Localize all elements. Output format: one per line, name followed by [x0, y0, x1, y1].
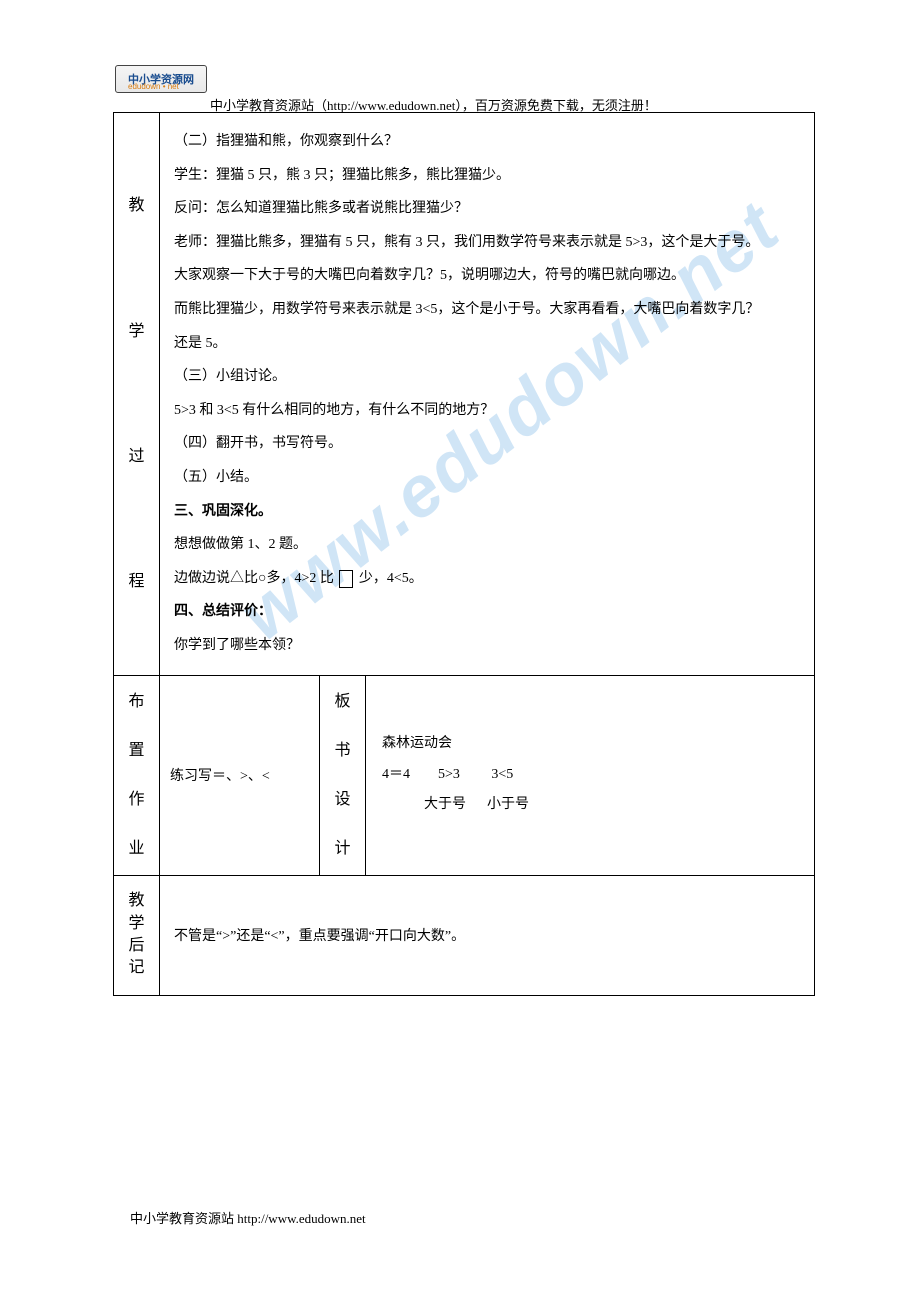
homework-content: 练习写＝、>、<	[160, 675, 320, 875]
label-char: 书	[320, 733, 365, 768]
board-line: 4＝4 5>3 3<5	[382, 760, 798, 791]
teaching-notes-label: 教 学 后 记	[114, 875, 160, 995]
label-char: 计	[320, 831, 365, 866]
label-char: 后	[114, 935, 159, 957]
blank-box-icon	[339, 570, 353, 588]
label-char: 置	[114, 733, 159, 768]
label-char: 教	[114, 890, 159, 912]
label-char: 教	[114, 188, 159, 223]
content-line: 老师：狸猫比熊多，狸猫有 5 只，熊有 3 只，我们用数学符号来表示就是 5>3…	[174, 226, 800, 260]
label-char: 设	[320, 782, 365, 817]
page-footer-text: 中小学教育资源站 http://www.edudown.net	[130, 1208, 366, 1227]
label-char: 作	[114, 782, 159, 817]
teaching-process-row: 教 学 过 程 （二）指狸猫和熊，你观察到什么？ 学生：狸猫 5 只，熊 3 只…	[114, 113, 815, 676]
content-line: （四）翻开书，书写符号。	[174, 427, 800, 461]
content-line: 还是 5。	[174, 327, 800, 361]
teaching-notes-content: 不管是“>”还是“<”，重点要强调“开口向大数”。	[160, 875, 815, 995]
board-design-content: 森林运动会 4＝4 5>3 3<5 大于号 小于号	[366, 675, 815, 875]
label-char: 业	[114, 831, 159, 866]
teaching-process-content: （二）指狸猫和熊，你观察到什么？ 学生：狸猫 5 只，熊 3 只；狸猫比熊多，熊…	[160, 113, 815, 676]
text-part: 边做边说△比○多，4>2 比	[174, 571, 337, 586]
logo-sub-text: edudown • net	[128, 82, 179, 91]
label-char: 学	[114, 314, 159, 349]
board-line: 森林运动会	[382, 729, 798, 760]
homework-board-row: 布 置 作 业 练习写＝、>、< 板 书 设 计 森林运动会 4＝4 5>3 3…	[114, 675, 815, 875]
content-line: 你学到了哪些本领？	[174, 629, 800, 663]
teaching-notes-row: 教 学 后 记 不管是“>”还是“<”，重点要强调“开口向大数”。	[114, 875, 815, 995]
content-line: 大家观察一下大于号的大嘴巴向着数字几？5，说明哪边大，符号的嘴巴就向哪边。	[174, 259, 800, 293]
content-heading: 三、巩固深化。	[174, 495, 800, 529]
label-char: 学	[114, 913, 159, 935]
label-char: 记	[114, 957, 159, 979]
homework-text: 练习写＝、>、<	[170, 769, 270, 784]
content-line: 5>3 和 3<5 有什么相同的地方，有什么不同的地方？	[174, 394, 800, 428]
text-part: 少，4<5。	[355, 571, 422, 586]
label-char: 程	[114, 564, 159, 599]
content-line: 想想做做第 1、2 题。	[174, 528, 800, 562]
lesson-plan-table: 教 学 过 程 （二）指狸猫和熊，你观察到什么？ 学生：狸猫 5 只，熊 3 只…	[113, 112, 815, 996]
content-heading: 四、总结评价：	[174, 595, 800, 629]
content-line: 反问：怎么知道狸猫比熊多或者说熊比狸猫少？	[174, 192, 800, 226]
board-line: 大于号 小于号	[382, 790, 798, 821]
content-line: （二）指狸猫和熊，你观察到什么？	[174, 125, 800, 159]
teaching-process-label: 教 学 过 程	[114, 113, 160, 676]
label-char: 过	[114, 439, 159, 474]
content-line: （五）小结。	[174, 461, 800, 495]
content-line-with-box: 边做边说△比○多，4>2 比 少，4<5。	[174, 562, 800, 596]
content-line: 而熊比狸猫少，用数学符号来表示就是 3<5，这个是小于号。大家再看看，大嘴巴向着…	[174, 293, 800, 327]
label-char: 布	[114, 684, 159, 719]
content-line: （三）小组讨论。	[174, 360, 800, 394]
homework-label: 布 置 作 业	[114, 675, 160, 875]
board-design-label: 板 书 设 计	[320, 675, 366, 875]
notes-text: 不管是“>”还是“<”，重点要强调“开口向大数”。	[174, 929, 465, 944]
content-line: 学生：狸猫 5 只，熊 3 只；狸猫比熊多，熊比狸猫少。	[174, 159, 800, 193]
label-char: 板	[320, 684, 365, 719]
